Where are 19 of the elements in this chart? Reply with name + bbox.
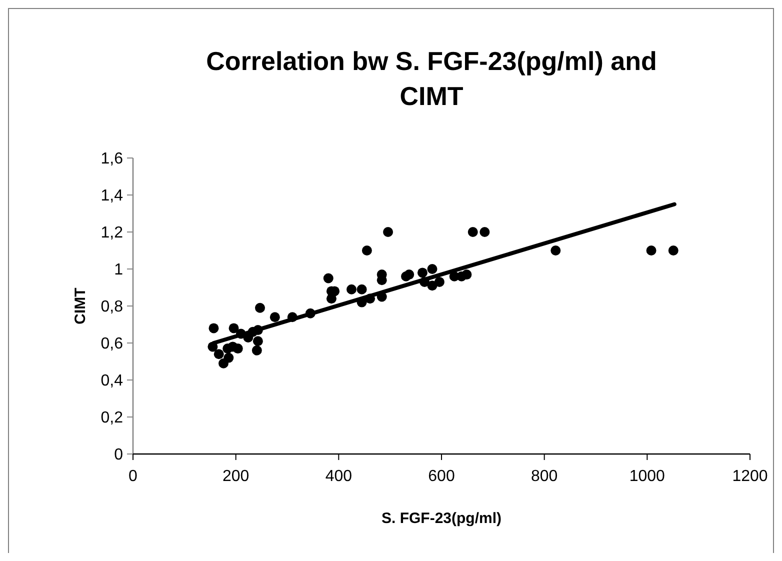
x-tick-label: 600 (428, 468, 455, 485)
y-tick-label: 0,4 (100, 372, 124, 390)
y-tick-label: 0,8 (100, 298, 124, 316)
y-tick-label: 1,2 (100, 224, 124, 242)
y-tick-label: 1,6 (100, 150, 124, 168)
chart-title: Correlation bw S. FGF-23(pg/ml) and CIMT (206, 46, 657, 111)
x-tick-label: 800 (530, 468, 558, 485)
y-axis-title: CIMT (72, 288, 89, 324)
y-tick-label: 1 (114, 262, 124, 279)
y-tick-label: 0 (114, 446, 124, 464)
x-tick-label: 1000 (629, 468, 666, 485)
x-tick-label: 1200 (732, 468, 768, 485)
x-axis-title: S. FGF-23(pg/ml) (382, 510, 502, 527)
y-tick-label: 0,2 (100, 410, 124, 427)
x-tick-label: 400 (325, 468, 352, 485)
y-tick-label: 1,4 (100, 188, 124, 205)
x-tick-label: 0 (128, 468, 138, 485)
x-tick-label: 200 (222, 468, 250, 485)
y-tick-label: 0,6 (100, 336, 124, 353)
